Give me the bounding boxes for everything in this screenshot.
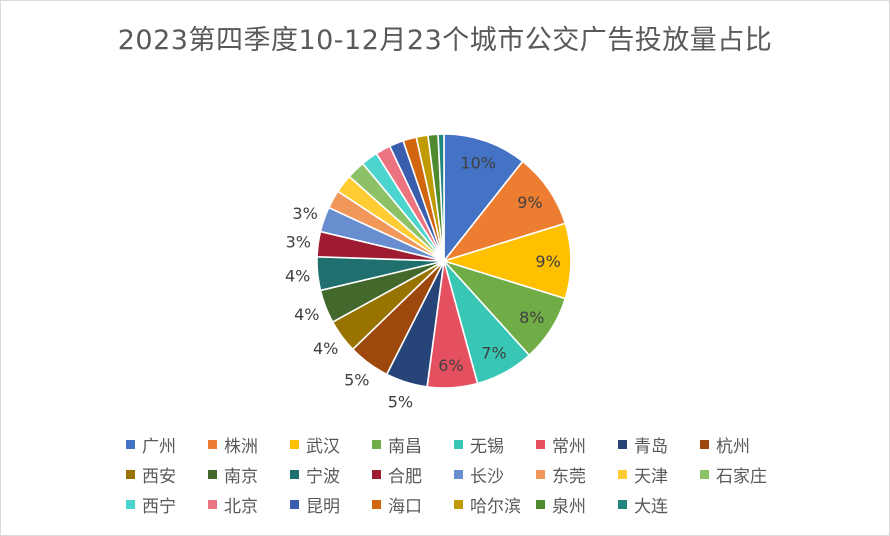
legend-swatch <box>454 439 463 449</box>
legend-item-19: 昆明 <box>290 492 372 517</box>
legend-item-8: 杭州 <box>700 432 782 457</box>
legend-label: 南昌 <box>388 436 422 457</box>
legend-item-1: 广州 <box>126 432 208 457</box>
legend-label: 大连 <box>634 496 668 517</box>
legend-swatch <box>126 469 135 479</box>
data-label-3: 9% <box>535 252 560 271</box>
legend-label: 西宁 <box>142 496 176 517</box>
legend-item-18: 北京 <box>208 492 290 517</box>
legend-label: 株洲 <box>224 436 258 457</box>
legend-item-2: 株洲 <box>208 432 290 457</box>
legend-label: 昆明 <box>306 496 340 517</box>
data-label-12: 3% <box>286 232 311 251</box>
legend-swatch <box>454 469 463 479</box>
legend-swatch <box>372 469 381 479</box>
legend-swatch <box>208 469 217 479</box>
pie-slice-23 <box>437 133 445 262</box>
legend-label: 哈尔滨 <box>470 496 521 517</box>
legend-item-11: 宁波 <box>290 462 372 487</box>
legend-swatch <box>700 469 709 479</box>
legend-item-23: 大连 <box>618 492 700 517</box>
data-label-6: 6% <box>438 356 463 375</box>
legend-swatch <box>700 439 709 449</box>
legend-item-17: 西宁 <box>126 492 208 517</box>
data-label-13: 3% <box>292 204 317 223</box>
legend: 广州 株洲 武汉 南昌 无锡 常州 青岛 杭州西安 南京 宁波 合肥 长沙 东莞 天津 石家庄西宁 北京 昆明 海… <box>126 432 796 517</box>
legend-item-3: 武汉 <box>290 432 372 457</box>
data-label-8: 5% <box>344 370 369 389</box>
legend-item-16: 石家庄 <box>700 462 782 487</box>
legend-label: 青岛 <box>634 436 668 457</box>
legend-item-5: 无锡 <box>454 432 536 457</box>
chart-title: 2023第四季度10-12月23个城市公交广告投放量占比 <box>117 25 773 56</box>
legend-swatch <box>372 439 381 449</box>
pie-slice-1 <box>443 133 524 264</box>
legend-label: 杭州 <box>716 436 750 457</box>
legend-item-12: 合肥 <box>372 462 454 487</box>
legend-label: 北京 <box>224 496 258 517</box>
legend-item-9: 西安 <box>126 462 208 487</box>
data-label-10: 4% <box>294 305 319 324</box>
legend-item-7: 青岛 <box>618 432 700 457</box>
legend-item-20: 海口 <box>372 492 454 517</box>
legend-swatch <box>618 499 627 509</box>
legend-swatch <box>208 439 217 449</box>
legend-swatch <box>618 469 627 479</box>
legend-label: 常州 <box>552 436 586 457</box>
legend-swatch <box>618 439 627 449</box>
pie-slice-2 <box>441 160 567 263</box>
legend-label: 天津 <box>634 466 668 487</box>
legend-label: 无锡 <box>470 436 504 457</box>
data-label-4: 8% <box>519 308 544 327</box>
legend-swatch <box>290 499 299 509</box>
legend-label: 西安 <box>142 466 176 487</box>
legend-item-6: 常州 <box>536 432 618 457</box>
legend-item-22: 泉州 <box>536 492 618 517</box>
legend-label: 海口 <box>388 496 422 517</box>
legend-swatch <box>536 439 545 449</box>
data-label-5: 7% <box>481 343 506 362</box>
legend-label: 东莞 <box>552 466 586 487</box>
legend-swatch <box>126 439 135 449</box>
data-label-9: 4% <box>313 339 338 358</box>
legend-swatch <box>126 499 135 509</box>
legend-label: 泉州 <box>552 496 586 517</box>
legend-label: 长沙 <box>470 466 504 487</box>
legend-swatch <box>208 499 217 509</box>
data-label-7: 5% <box>388 392 413 411</box>
legend-label: 南京 <box>224 466 258 487</box>
legend-swatch <box>290 469 299 479</box>
legend-swatch <box>536 499 545 509</box>
legend-label: 合肥 <box>388 466 422 487</box>
legend-item-10: 南京 <box>208 462 290 487</box>
legend-item-13: 长沙 <box>454 462 536 487</box>
data-label-1: 10% <box>460 154 496 173</box>
legend-label: 宁波 <box>306 466 340 487</box>
legend-item-14: 东莞 <box>536 462 618 487</box>
legend-item-21: 哈尔滨 <box>454 492 536 517</box>
legend-swatch <box>536 469 545 479</box>
legend-label: 广州 <box>142 436 176 457</box>
legend-label: 武汉 <box>306 436 340 457</box>
data-label-2: 9% <box>517 193 542 212</box>
legend-swatch <box>290 439 299 449</box>
legend-swatch <box>454 499 463 509</box>
legend-item-4: 南昌 <box>372 432 454 457</box>
legend-item-15: 天津 <box>618 462 700 487</box>
pie-slice-3 <box>441 222 572 300</box>
legend-label: 石家庄 <box>716 466 767 487</box>
legend-swatch <box>372 499 381 509</box>
data-label-11: 4% <box>285 267 310 286</box>
